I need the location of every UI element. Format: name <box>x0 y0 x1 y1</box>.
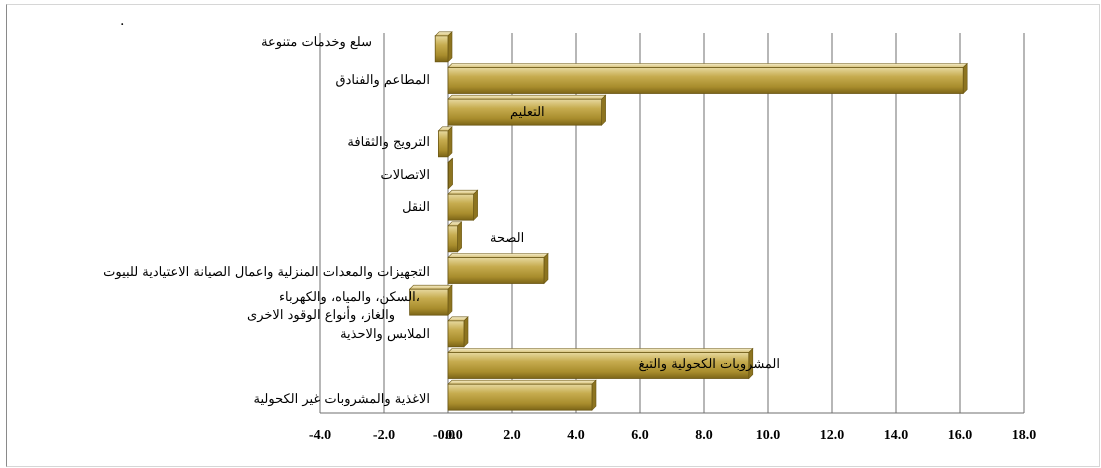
category-label: الاتصالات <box>380 168 430 183</box>
x-tick-label: 6.0 <box>631 428 649 443</box>
category-label: التعليم <box>510 105 545 120</box>
bar <box>447 189 479 221</box>
category-label: سلع وخدمات متنوعة <box>261 35 372 50</box>
category-label: السكن، والمياه، والكهرباء، <box>279 290 420 305</box>
bar <box>447 316 469 348</box>
x-tick-label: 16.0 <box>948 428 973 443</box>
gridlines <box>319 33 1025 414</box>
x-tick-label: -4.0 <box>309 428 331 443</box>
category-label: الملابس والاحذية <box>340 327 430 342</box>
x-tick-label: -2.0 <box>373 428 395 443</box>
bar <box>408 284 453 316</box>
bar <box>447 94 607 126</box>
bar <box>447 347 754 380</box>
stray-dot: . <box>120 13 125 29</box>
category-label: المطاعم والفنادق <box>336 73 430 88</box>
category-labels: سلع وخدمات متنوعة المطاعم والفنادق التعليم… <box>103 35 780 407</box>
category-label: الاغذية والمشروبات غير الكحولية <box>254 392 430 407</box>
category-label: والغاز، وأنواع الوقود الاخرى <box>247 306 395 323</box>
x-tick-label: 10.0 <box>756 428 781 443</box>
bars <box>408 31 968 411</box>
x-tick-label: 18.0 <box>1012 428 1037 443</box>
x-tick-label: 4.0 <box>567 428 585 443</box>
x-tick-label: 12.0 <box>820 428 845 443</box>
x-tick-label: 8.0 <box>695 428 713 443</box>
bar <box>434 31 453 63</box>
bar <box>447 62 968 95</box>
x-tick-label: 2.0 <box>503 428 521 443</box>
bar <box>437 126 453 158</box>
x-axis-ticks: -4.0 -2.0 -0.00.0 2.0 4.0 6.0 8.0 10.0 12.0 14.0 1… <box>309 428 1036 443</box>
category-label: التجهيزات والمعدات المنزلية واعمال الصيا… <box>103 265 430 280</box>
bar <box>447 157 454 190</box>
category-label: الصحة <box>490 231 524 246</box>
x-tick-label: 0.0 <box>445 428 463 443</box>
x-tick-label: 14.0 <box>884 428 909 443</box>
category-label: النقل <box>402 200 430 215</box>
x-tick-label: -0.0 <box>433 428 455 443</box>
category-label: المشروبات الكحولية والتبغ <box>638 357 780 372</box>
category-label: الترويج والثقافة <box>347 135 430 150</box>
bar <box>447 221 463 253</box>
bar <box>447 379 597 411</box>
bar <box>447 252 549 285</box>
